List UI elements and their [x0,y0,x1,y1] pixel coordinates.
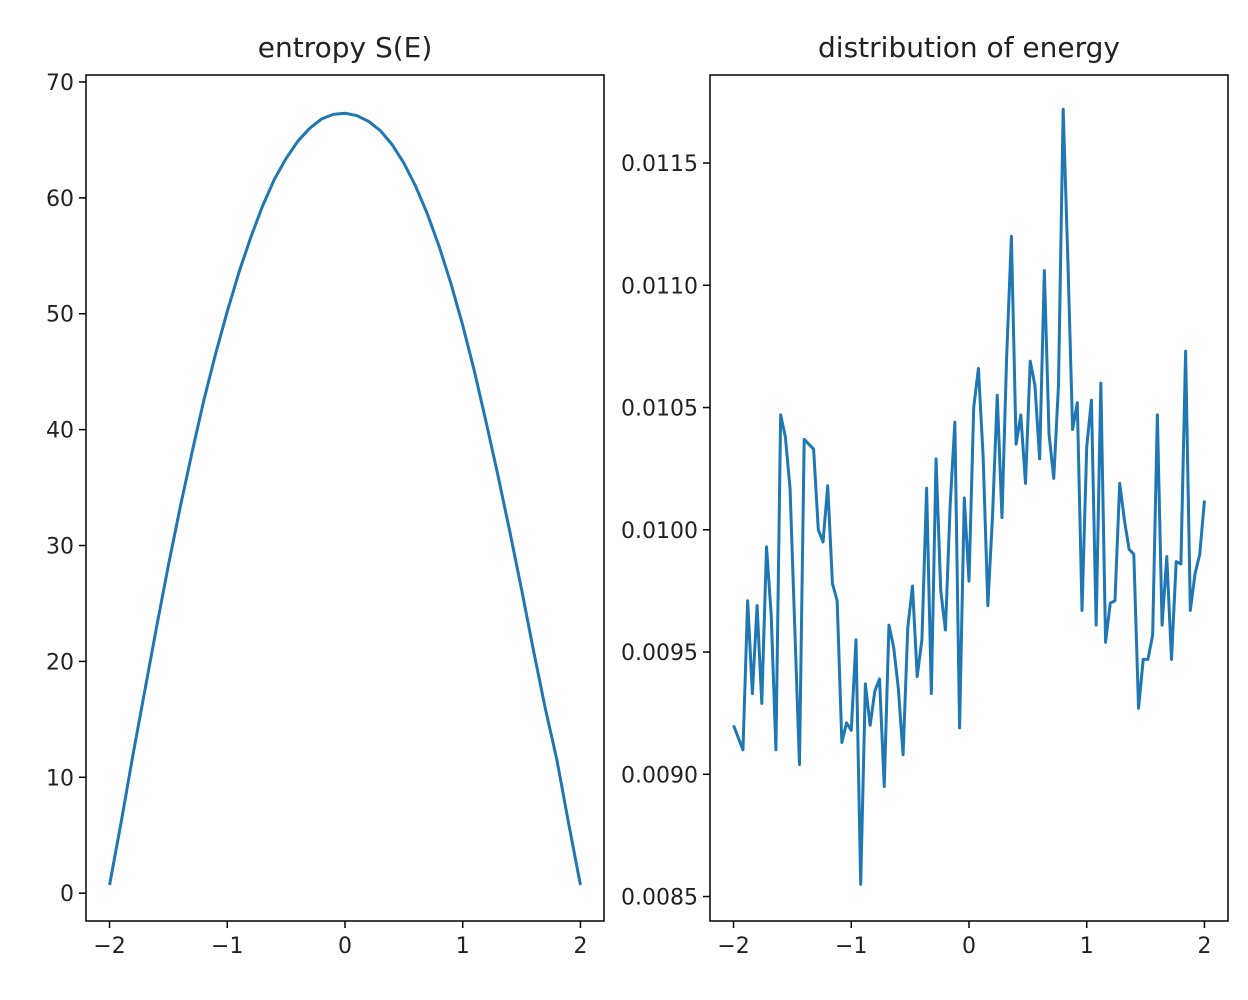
x-tick-label: 0 [338,934,352,959]
axes-frame [85,74,605,922]
x-tick-label: 1 [456,934,470,959]
x-tick-label: −1 [211,934,243,959]
y-tick-label: 70 [46,71,74,96]
x-tick-label: −1 [835,934,867,959]
y-tick-label: 50 [46,303,74,328]
y-tick-label: 0.0115 [621,152,698,177]
y-tick-label: 0.0090 [621,763,698,788]
y-tick-label: 60 [46,187,74,212]
y-tick-label: 0.0095 [621,641,698,666]
x-tick-label: 2 [1197,934,1211,959]
y-tick-label: 0.0100 [621,519,698,544]
series-line [108,111,582,886]
y-tick-label: 0.0085 [621,886,698,911]
y-tick-label: 0.0110 [621,274,698,299]
series-line [732,107,1206,886]
y-tick-label: 20 [46,650,74,675]
y-tick-label: 40 [46,419,74,444]
x-tick-label: −2 [717,934,749,959]
x-tick-label: −2 [93,934,125,959]
chart-title: distribution of energy [818,31,1120,64]
chart-title: entropy S(E) [258,31,433,64]
axes-frame [709,74,1229,922]
y-tick-label: 0 [60,882,74,907]
y-tick-label: 10 [46,766,74,791]
x-tick-label: 0 [962,934,976,959]
y-tick-label: 0.0105 [621,397,698,422]
y-tick-label: 30 [46,535,74,560]
x-tick-label: 2 [573,934,587,959]
x-tick-label: 1 [1080,934,1094,959]
